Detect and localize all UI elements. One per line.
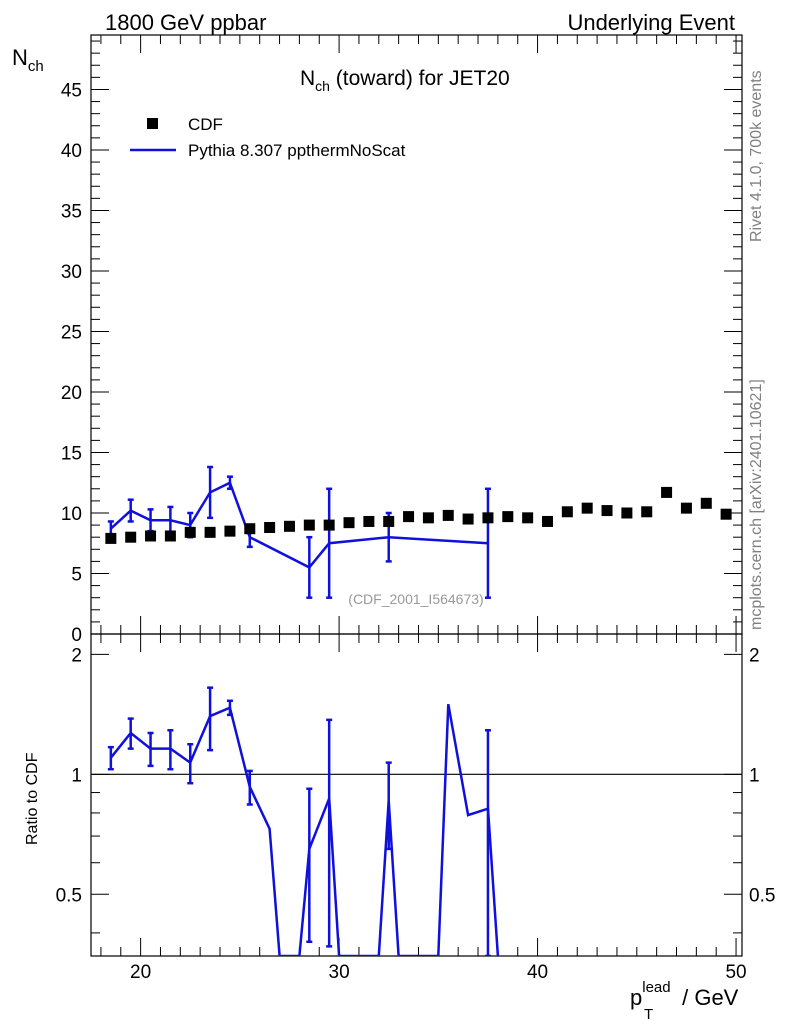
- cdf-point: [323, 519, 335, 531]
- x-tick-label: 20: [130, 962, 151, 983]
- ratio-panel: 20 30 40 50 0.5 0.5 1 1 2 2 Ratio to CDF plead T …: [24, 633, 775, 1023]
- x-tick-label: 30: [329, 962, 350, 983]
- cdf-point: [541, 515, 553, 527]
- y-tick-label: 20: [61, 383, 82, 404]
- cdf-point: [184, 526, 196, 538]
- main-plot-title: Nch (toward) for JET20: [300, 67, 510, 94]
- analysis-watermark: (CDF_2001_I564673): [348, 591, 483, 607]
- pythia-series-line: [109, 480, 489, 569]
- ratio-panel-frame: [90, 633, 743, 957]
- legend: CDF Pythia 8.307 ppthermNoScat: [130, 115, 406, 160]
- x-tick-label: 50: [725, 962, 746, 983]
- y-tick-label: 45: [61, 80, 82, 101]
- ratio-series-line: [109, 703, 500, 956]
- ratio-y-ticks: 0.5 0.5 1 1 2 2: [56, 645, 775, 934]
- ratio-y-tick-label: 0.5: [56, 885, 82, 906]
- ratio-y-tick-label-right: 1: [749, 765, 760, 786]
- main-y-axis-label: Nch: [12, 45, 44, 75]
- cdf-point: [164, 530, 176, 542]
- ratio-x-ticks: 20 30 40 50: [100, 634, 747, 983]
- cdf-point: [204, 526, 216, 538]
- cdf-point: [482, 512, 494, 524]
- main-x-ticks: [100, 35, 737, 634]
- cdf-point: [125, 531, 137, 543]
- cdf-data-points: [105, 486, 732, 544]
- cdf-point: [581, 502, 593, 514]
- cdf-point: [462, 513, 474, 525]
- header-left: 1800 GeV ppbar: [105, 10, 266, 35]
- legend-cdf-marker: [147, 118, 158, 129]
- rivet-version-label: Rivet 4.1.0, 700k events: [748, 70, 765, 242]
- y-tick-label: 5: [71, 564, 82, 585]
- ratio-y-axis-label: Ratio to CDF: [24, 752, 41, 845]
- cdf-point: [283, 520, 295, 532]
- cdf-point: [621, 507, 633, 519]
- cdf-point: [680, 502, 692, 514]
- ratio-y-tick-label-right: 0.5: [749, 885, 775, 906]
- cdf-point: [343, 517, 355, 529]
- y-tick-label: 0: [71, 625, 82, 646]
- header-right: Underlying Event: [567, 10, 735, 35]
- cdf-point: [264, 522, 276, 534]
- cdf-point: [145, 530, 157, 542]
- cdf-point: [403, 511, 415, 523]
- main-y-ticks: 0 5 10 15 20 25 30 35 40 45: [61, 40, 742, 646]
- cdf-point: [641, 506, 653, 518]
- cdf-point: [422, 512, 434, 524]
- cdf-point: [700, 497, 712, 509]
- ratio-error-bars: [107, 686, 491, 956]
- ratio-y-tick-label: 1: [71, 765, 82, 786]
- y-tick-label: 30: [61, 262, 82, 283]
- y-tick-label: 15: [61, 443, 82, 464]
- cdf-point: [105, 532, 117, 544]
- cdf-point: [383, 515, 395, 527]
- cdf-point: [601, 505, 613, 517]
- cdf-point: [661, 486, 673, 498]
- cdf-point: [720, 508, 732, 520]
- cdf-point: [522, 512, 534, 524]
- cdf-point: [502, 511, 514, 523]
- cdf-point: [303, 519, 315, 531]
- ratio-y-tick-label-right: 2: [749, 645, 760, 666]
- main-panel: 0 5 10 15 20 25 30 35 40 45 Nch Nch (toward) for …: [12, 34, 743, 646]
- cdf-point: [561, 506, 573, 518]
- x-tick-label: 40: [527, 962, 548, 983]
- cdf-point: [363, 515, 375, 527]
- cdf-point: [442, 509, 454, 521]
- y-tick-label: 40: [61, 141, 82, 162]
- ratio-y-tick-label: 2: [71, 645, 82, 666]
- mcplots-label: mcplots.cern.ch [arXiv:2401.10621]: [748, 379, 765, 630]
- cdf-point: [244, 523, 256, 535]
- cdf-point: [224, 525, 236, 537]
- y-tick-label: 25: [61, 322, 82, 343]
- x-axis-label: plead T / GeV: [630, 979, 739, 1023]
- y-tick-label: 35: [61, 201, 82, 222]
- legend-pythia-label: Pythia 8.307 ppthermNoScat: [188, 141, 406, 160]
- legend-cdf-label: CDF: [188, 115, 223, 134]
- y-tick-label: 10: [61, 504, 82, 525]
